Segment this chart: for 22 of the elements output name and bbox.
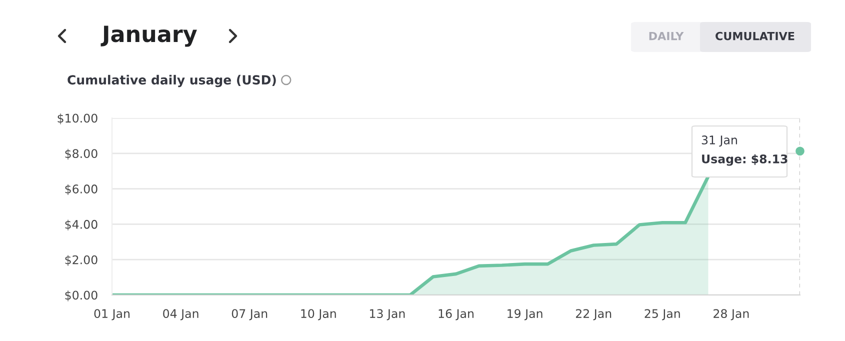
x-tick-label: 07 Jan [232,309,268,320]
x-tick-label: 25 Jan [644,309,680,320]
chart-title: January [100,26,197,47]
y-tick-label: $10.00 [58,114,98,124]
x-tick-label: 19 Jan [508,309,542,320]
y-tick-label: $4.00 [65,220,98,230]
x-tick-label: 01 Jan [94,309,130,320]
x-tick-label: 16 Jan [438,309,474,320]
annotation: Usage: $8.13 [702,154,788,166]
y-tick-label: $0.00 [65,290,98,302]
x-tick-label: 22 Jan [576,309,612,320]
y-tick-label: $6.00 [65,184,98,196]
x-tick-label: 28 Jan [714,309,749,320]
y-tick-label: $2.00 [65,255,98,266]
annotation: 31 Jan [702,135,737,147]
chart-subtitle: Cumulative daily usage (USD) [68,74,276,88]
x-tick-label: 10 Jan [301,309,336,320]
x-tick-label: 04 Jan [163,309,198,320]
x-tick-label: 13 Jan [370,309,405,320]
text: CUMULATIVE [716,32,794,40]
y-tick-label: $8.00 [65,148,98,160]
text: DAILY [649,32,684,40]
